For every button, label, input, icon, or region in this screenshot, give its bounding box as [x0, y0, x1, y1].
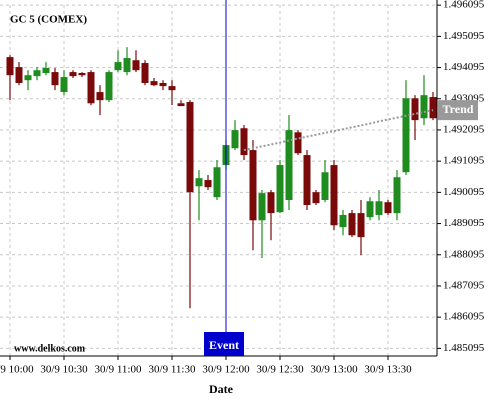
candle-body — [78, 73, 86, 76]
candle-body — [33, 70, 41, 77]
y-tick-label: 1.486095 — [443, 311, 485, 323]
y-tick-label: 1.485095 — [443, 342, 485, 354]
candle-body — [123, 58, 131, 73]
y-tick-label: 1.495095 — [443, 30, 485, 42]
candle-body — [258, 193, 266, 221]
candle-body — [141, 63, 149, 83]
candle-body — [150, 81, 158, 86]
candle-body — [420, 95, 428, 119]
watermark: www.delkos.com — [14, 343, 86, 354]
candle-body — [204, 180, 212, 188]
candle-body — [105, 72, 113, 101]
candle-body — [357, 213, 365, 238]
candle-body — [384, 202, 392, 214]
trend-label: Trend — [443, 102, 474, 116]
x-tick-label: 30/9 11:00 — [95, 364, 142, 376]
candle-body — [249, 150, 257, 221]
candle-body — [294, 132, 302, 154]
y-tick-label: 1.491095 — [443, 155, 485, 167]
y-tick-label: 1.496095 — [443, 0, 485, 11]
y-tick-label: 1.490095 — [443, 186, 485, 198]
candle-body — [429, 97, 437, 119]
candle-body — [69, 72, 77, 77]
candle-body — [195, 178, 203, 187]
y-tick-label: 1.489095 — [443, 217, 485, 229]
candle-body — [411, 98, 419, 121]
candle-body — [15, 67, 23, 83]
y-tick-label: 1.487095 — [443, 279, 485, 291]
candle-body — [393, 177, 401, 214]
candle-body — [240, 128, 248, 156]
candle-body — [285, 130, 293, 200]
candle-body — [177, 103, 185, 107]
candle-body — [42, 68, 50, 74]
candle-body — [276, 165, 284, 213]
candle-body — [96, 92, 104, 101]
y-tick-label: 1.494095 — [443, 61, 485, 73]
candle-body — [330, 165, 338, 226]
candle-body — [267, 192, 275, 214]
candle-body — [339, 214, 347, 228]
y-tick-label: 1.492095 — [443, 123, 485, 135]
x-tick-label: 30/9 10:30 — [40, 364, 88, 376]
candle-body — [114, 62, 122, 71]
candle-body — [366, 201, 374, 218]
x-tick-label: 30/9 10:00 — [0, 364, 34, 376]
trend-line — [243, 109, 434, 152]
candle-body — [186, 102, 194, 193]
y-tick-label: 1.488095 — [443, 248, 485, 260]
chart-title: GC 5 (COMEX) — [10, 14, 87, 26]
x-tick-label: 30/9 12:00 — [202, 364, 250, 376]
x-tick-label: 30/9 13:00 — [310, 364, 358, 376]
candle-body — [24, 75, 32, 81]
candle-body — [51, 72, 59, 86]
candle-body — [87, 72, 95, 104]
event-box — [204, 332, 244, 356]
x-tick-label: 30/9 11:30 — [149, 364, 196, 376]
candle-body — [375, 201, 383, 215]
candle-body — [6, 57, 14, 76]
candle-body — [312, 192, 320, 204]
candle-body — [213, 167, 221, 198]
x-tick-label: 30/9 12:30 — [256, 364, 304, 376]
candle-body — [402, 98, 410, 173]
candle-body — [348, 213, 356, 236]
x-axis-title: Date — [209, 382, 234, 396]
event-label: Event — [209, 338, 239, 352]
candle-body — [159, 83, 167, 87]
x-tick-label: 30/9 13:30 — [364, 364, 412, 376]
candle-body — [60, 77, 68, 93]
candle-body — [132, 60, 140, 71]
trend-box — [438, 100, 478, 121]
candle-body — [231, 130, 239, 149]
candle-body — [168, 86, 176, 91]
candle-body — [303, 155, 311, 205]
candle-body — [321, 172, 329, 200]
